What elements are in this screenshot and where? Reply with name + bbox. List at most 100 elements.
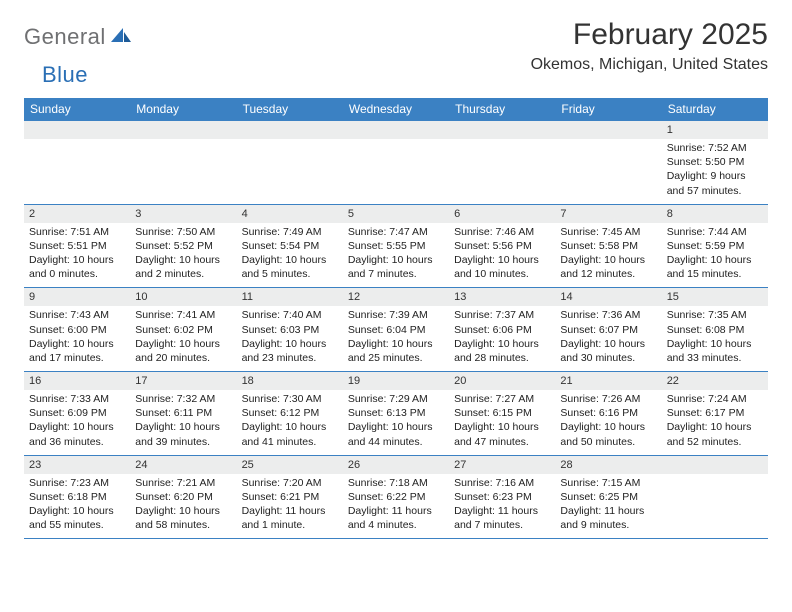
weekday-header: Saturday: [662, 98, 768, 120]
sunset-text: Sunset: 6:08 PM: [667, 323, 763, 337]
week-row: 23Sunrise: 7:23 AMSunset: 6:18 PMDayligh…: [24, 455, 768, 540]
calendar: Sunday Monday Tuesday Wednesday Thursday…: [24, 98, 768, 539]
daylight-text: Daylight: 10 hours and 17 minutes.: [29, 337, 125, 365]
day-number: 14: [555, 288, 661, 306]
daylight-text: Daylight: 11 hours and 1 minute.: [242, 504, 338, 532]
day-cell: 7Sunrise: 7:45 AMSunset: 5:58 PMDaylight…: [555, 205, 661, 288]
daylight-text: Daylight: 10 hours and 15 minutes.: [667, 253, 763, 281]
sunrise-text: Sunrise: 7:23 AM: [29, 476, 125, 490]
sunrise-text: Sunrise: 7:27 AM: [454, 392, 550, 406]
day-body: Sunrise: 7:32 AMSunset: 6:11 PMDaylight:…: [130, 390, 236, 455]
day-body: [449, 139, 555, 197]
day-body: Sunrise: 7:16 AMSunset: 6:23 PMDaylight:…: [449, 474, 555, 539]
daylight-text: Daylight: 10 hours and 30 minutes.: [560, 337, 656, 365]
daylight-text: Daylight: 11 hours and 4 minutes.: [348, 504, 444, 532]
day-cell: 28Sunrise: 7:15 AMSunset: 6:25 PMDayligh…: [555, 456, 661, 539]
sunset-text: Sunset: 5:56 PM: [454, 239, 550, 253]
sunset-text: Sunset: 6:04 PM: [348, 323, 444, 337]
day-number: 3: [130, 205, 236, 223]
day-cell: 5Sunrise: 7:47 AMSunset: 5:55 PMDaylight…: [343, 205, 449, 288]
day-body: Sunrise: 7:33 AMSunset: 6:09 PMDaylight:…: [24, 390, 130, 455]
sunset-text: Sunset: 6:16 PM: [560, 406, 656, 420]
sunrise-text: Sunrise: 7:33 AM: [29, 392, 125, 406]
sunset-text: Sunset: 5:52 PM: [135, 239, 231, 253]
sunset-text: Sunset: 5:54 PM: [242, 239, 338, 253]
daylight-text: Daylight: 10 hours and 55 minutes.: [29, 504, 125, 532]
day-number: 19: [343, 372, 449, 390]
sunrise-text: Sunrise: 7:29 AM: [348, 392, 444, 406]
sunrise-text: Sunrise: 7:36 AM: [560, 308, 656, 322]
sunrise-text: Sunrise: 7:16 AM: [454, 476, 550, 490]
day-cell: 1Sunrise: 7:52 AMSunset: 5:50 PMDaylight…: [662, 121, 768, 204]
day-body: Sunrise: 7:43 AMSunset: 6:00 PMDaylight:…: [24, 306, 130, 371]
day-cell: 23Sunrise: 7:23 AMSunset: 6:18 PMDayligh…: [24, 456, 130, 539]
daylight-text: Daylight: 10 hours and 33 minutes.: [667, 337, 763, 365]
logo-text-general: General: [24, 24, 106, 50]
daylight-text: Daylight: 10 hours and 58 minutes.: [135, 504, 231, 532]
week-row: 16Sunrise: 7:33 AMSunset: 6:09 PMDayligh…: [24, 371, 768, 455]
sunrise-text: Sunrise: 7:41 AM: [135, 308, 231, 322]
day-body: Sunrise: 7:50 AMSunset: 5:52 PMDaylight:…: [130, 223, 236, 288]
daylight-text: Daylight: 10 hours and 7 minutes.: [348, 253, 444, 281]
sunset-text: Sunset: 6:03 PM: [242, 323, 338, 337]
month-title: February 2025: [531, 18, 768, 52]
day-cell: 13Sunrise: 7:37 AMSunset: 6:06 PMDayligh…: [449, 288, 555, 371]
sunrise-text: Sunrise: 7:46 AM: [454, 225, 550, 239]
sunset-text: Sunset: 6:09 PM: [29, 406, 125, 420]
day-cell: [343, 121, 449, 204]
daylight-text: Daylight: 10 hours and 23 minutes.: [242, 337, 338, 365]
day-body: Sunrise: 7:52 AMSunset: 5:50 PMDaylight:…: [662, 139, 768, 204]
day-number: 20: [449, 372, 555, 390]
day-body: [130, 139, 236, 197]
weekday-header: Thursday: [449, 98, 555, 120]
sunrise-text: Sunrise: 7:40 AM: [242, 308, 338, 322]
day-body: Sunrise: 7:24 AMSunset: 6:17 PMDaylight:…: [662, 390, 768, 455]
sunrise-text: Sunrise: 7:43 AM: [29, 308, 125, 322]
sunrise-text: Sunrise: 7:50 AM: [135, 225, 231, 239]
sunrise-text: Sunrise: 7:37 AM: [454, 308, 550, 322]
sunset-text: Sunset: 5:55 PM: [348, 239, 444, 253]
day-cell: 17Sunrise: 7:32 AMSunset: 6:11 PMDayligh…: [130, 372, 236, 455]
daylight-text: Daylight: 10 hours and 52 minutes.: [667, 420, 763, 448]
day-body: Sunrise: 7:39 AMSunset: 6:04 PMDaylight:…: [343, 306, 449, 371]
sunset-text: Sunset: 6:12 PM: [242, 406, 338, 420]
daylight-text: Daylight: 10 hours and 50 minutes.: [560, 420, 656, 448]
logo-sail-icon: [110, 26, 132, 49]
sunset-text: Sunset: 5:59 PM: [667, 239, 763, 253]
day-cell: 18Sunrise: 7:30 AMSunset: 6:12 PMDayligh…: [237, 372, 343, 455]
weekday-header: Friday: [555, 98, 661, 120]
daylight-text: Daylight: 10 hours and 36 minutes.: [29, 420, 125, 448]
sunrise-text: Sunrise: 7:21 AM: [135, 476, 231, 490]
daylight-text: Daylight: 10 hours and 47 minutes.: [454, 420, 550, 448]
sunset-text: Sunset: 5:58 PM: [560, 239, 656, 253]
weeks-container: 1Sunrise: 7:52 AMSunset: 5:50 PMDaylight…: [24, 120, 768, 539]
daylight-text: Daylight: 10 hours and 20 minutes.: [135, 337, 231, 365]
day-number: 10: [130, 288, 236, 306]
day-body: Sunrise: 7:27 AMSunset: 6:15 PMDaylight:…: [449, 390, 555, 455]
sunset-text: Sunset: 6:06 PM: [454, 323, 550, 337]
day-body: Sunrise: 7:41 AMSunset: 6:02 PMDaylight:…: [130, 306, 236, 371]
day-cell: 27Sunrise: 7:16 AMSunset: 6:23 PMDayligh…: [449, 456, 555, 539]
day-body: Sunrise: 7:40 AMSunset: 6:03 PMDaylight:…: [237, 306, 343, 371]
day-number: 7: [555, 205, 661, 223]
day-number: 4: [237, 205, 343, 223]
day-cell: 15Sunrise: 7:35 AMSunset: 6:08 PMDayligh…: [662, 288, 768, 371]
day-body: Sunrise: 7:37 AMSunset: 6:06 PMDaylight:…: [449, 306, 555, 371]
sunrise-text: Sunrise: 7:15 AM: [560, 476, 656, 490]
day-number: [237, 121, 343, 139]
day-number: 2: [24, 205, 130, 223]
location: Okemos, Michigan, United States: [531, 56, 768, 74]
day-body: [662, 474, 768, 532]
sunrise-text: Sunrise: 7:49 AM: [242, 225, 338, 239]
day-cell: [237, 121, 343, 204]
sunset-text: Sunset: 6:21 PM: [242, 490, 338, 504]
weekday-header-row: Sunday Monday Tuesday Wednesday Thursday…: [24, 98, 768, 120]
day-cell: 8Sunrise: 7:44 AMSunset: 5:59 PMDaylight…: [662, 205, 768, 288]
day-number: 1: [662, 121, 768, 139]
weekday-header: Tuesday: [237, 98, 343, 120]
day-number: [343, 121, 449, 139]
sunrise-text: Sunrise: 7:39 AM: [348, 308, 444, 322]
daylight-text: Daylight: 11 hours and 7 minutes.: [454, 504, 550, 532]
day-body: Sunrise: 7:44 AMSunset: 5:59 PMDaylight:…: [662, 223, 768, 288]
day-number: 17: [130, 372, 236, 390]
